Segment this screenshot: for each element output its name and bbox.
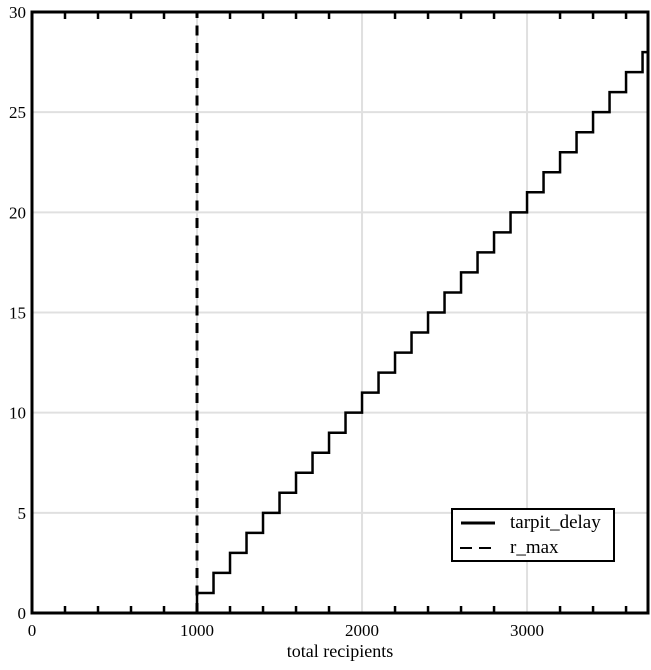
legend-label-tarpit-delay: tarpit_delay bbox=[510, 512, 601, 533]
x-axis-title: total recipients bbox=[286, 641, 394, 661]
series-line-tarpit_delay bbox=[32, 50, 648, 615]
y-tick-label: 10 bbox=[9, 404, 26, 423]
y-tick-label: 25 bbox=[9, 103, 26, 122]
y-tick-label: 5 bbox=[18, 504, 27, 523]
x-tick-label: 3000 bbox=[510, 621, 544, 640]
legend-label-r-max: r_max bbox=[510, 537, 559, 558]
y-tick-label: 20 bbox=[9, 203, 26, 222]
legend-item-tarpit-delay: tarpit_delay bbox=[460, 510, 613, 535]
y-tick-label: 30 bbox=[9, 3, 26, 22]
x-tick-label: 2000 bbox=[345, 621, 379, 640]
x-tick-label: 1000 bbox=[180, 621, 214, 640]
solid-line-sample bbox=[461, 521, 495, 524]
legend: tarpit_delay r_max bbox=[451, 508, 615, 562]
plot-border bbox=[30, 10, 650, 615]
legend-item-r-max: r_max bbox=[460, 535, 613, 560]
x-tick-label: 0 bbox=[28, 621, 37, 640]
dashed-line-sample bbox=[460, 546, 496, 549]
y-tick-label: 15 bbox=[9, 304, 26, 323]
y-tick-label: 0 bbox=[18, 604, 27, 623]
